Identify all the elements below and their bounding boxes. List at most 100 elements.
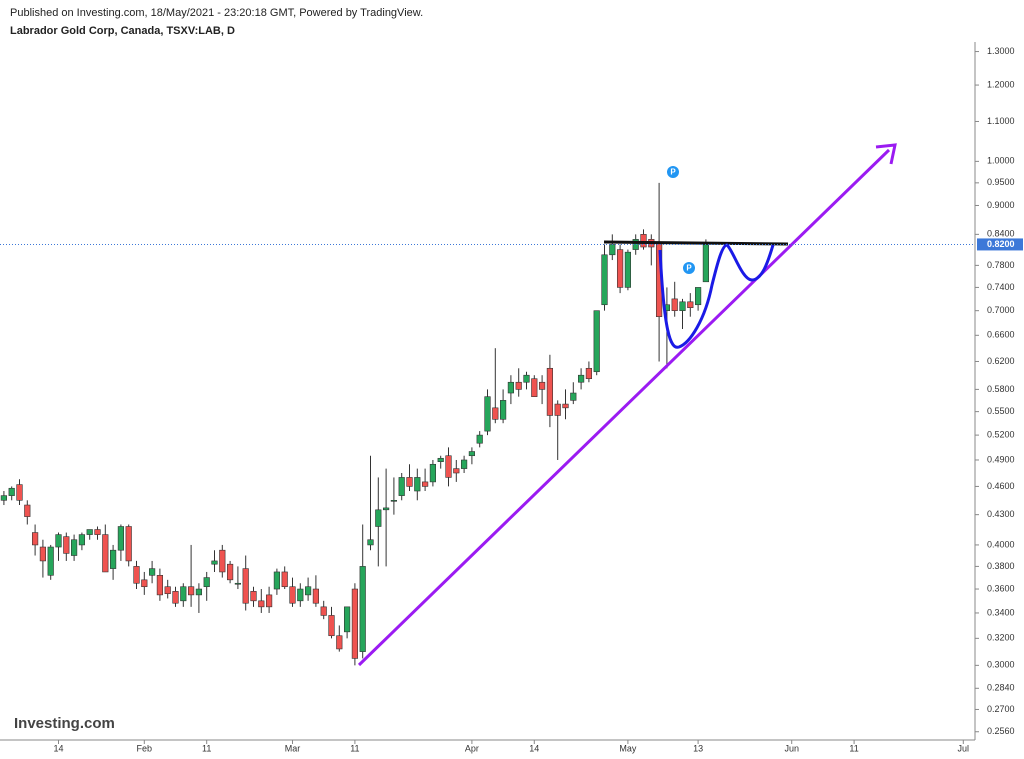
x-tick-label: 11 <box>849 743 858 753</box>
candle-body <box>47 546 54 576</box>
marker <box>683 262 695 274</box>
candle-body <box>577 374 585 383</box>
candle-body <box>484 396 491 432</box>
candle-body <box>601 254 608 306</box>
candle-body <box>359 566 366 652</box>
candle-body <box>538 381 546 390</box>
candle-body <box>227 563 234 581</box>
candle-body <box>593 310 600 373</box>
y-tick-label: 0.4900 <box>987 454 1015 464</box>
candle-body <box>336 635 343 650</box>
candle-body <box>499 400 507 420</box>
trend-line <box>357 148 891 667</box>
y-tick-label: 0.7400 <box>987 282 1015 292</box>
candle-body <box>8 487 15 496</box>
candle-body <box>258 600 265 608</box>
y-tick-label: 0.8400 <box>987 229 1015 239</box>
candle-body <box>31 532 39 546</box>
y-tick-label: 0.3600 <box>987 583 1015 593</box>
candle-body <box>492 407 499 420</box>
marker <box>667 166 679 178</box>
candle-body <box>312 588 320 604</box>
y-tick-label: 0.9000 <box>987 200 1015 210</box>
candle-body <box>39 546 46 562</box>
candle-body <box>297 588 304 602</box>
y-tick-label: 0.6200 <box>987 356 1015 366</box>
candle-body <box>250 591 257 602</box>
y-tick-label: 1.2000 <box>987 79 1015 89</box>
y-tick-label: 0.2560 <box>987 726 1015 736</box>
candle-body <box>195 588 203 596</box>
candle-body <box>328 615 335 637</box>
candle-body <box>203 577 210 588</box>
candle-body <box>429 463 437 483</box>
published-note: Published on Investing.com, 18/May/2021 … <box>10 7 423 19</box>
candle-body <box>414 477 421 492</box>
y-tick-label: 0.3000 <box>987 660 1015 670</box>
y-tick-label: 0.4300 <box>987 509 1015 519</box>
candle-body <box>133 566 140 584</box>
candle-body <box>219 549 226 573</box>
candle-body <box>546 367 553 416</box>
y-tick-label: 0.4600 <box>987 481 1015 491</box>
candle-body <box>63 536 70 554</box>
candle-body <box>78 534 85 546</box>
candle-body <box>445 455 452 478</box>
candle-body <box>351 588 359 659</box>
candle-body <box>671 298 678 311</box>
candle-body <box>640 234 647 248</box>
x-tick-label: Feb <box>137 743 153 753</box>
candle-body <box>289 586 296 604</box>
candle-body <box>398 477 405 496</box>
candle-body <box>616 249 624 288</box>
y-tick-label: 0.2700 <box>987 704 1015 714</box>
candle-body <box>570 392 577 401</box>
candle-body <box>125 526 132 562</box>
candle-body <box>507 381 515 394</box>
x-tick-label: 11 <box>350 743 359 753</box>
cup-handle <box>658 243 775 349</box>
candle-body <box>367 539 374 546</box>
x-tick-label: Mar <box>285 743 301 753</box>
candle-body <box>687 301 694 308</box>
candle-body <box>382 507 390 511</box>
candle-body <box>141 579 148 588</box>
candle-body <box>421 481 429 487</box>
y-tick-label: 0.3200 <box>987 633 1015 643</box>
trend-arrow <box>875 143 897 165</box>
y-tick-label: 0.7800 <box>987 260 1015 270</box>
candle-body <box>694 287 702 306</box>
resistance-line <box>603 240 789 246</box>
candle-body <box>375 509 382 527</box>
candle-body <box>406 477 413 487</box>
y-tick-label: 0.9500 <box>987 177 1015 187</box>
last-price-box <box>977 238 1023 251</box>
y-tick-label: 0.4000 <box>987 539 1015 549</box>
x-tick-label: Apr <box>465 743 479 753</box>
candle-body <box>234 582 242 585</box>
candle-body <box>468 451 476 457</box>
marker-label: P <box>670 168 676 177</box>
y-tick-label: 0.5200 <box>987 429 1015 439</box>
candle-body <box>281 571 288 588</box>
x-tick-label: Jun <box>784 743 799 753</box>
candle-body <box>180 586 187 602</box>
candle-body <box>554 403 561 416</box>
candle-body <box>211 560 218 565</box>
candle-body <box>110 549 117 569</box>
last-price-label: 0.8200 <box>987 239 1015 249</box>
candle-body <box>609 244 616 256</box>
marker-label: P <box>686 264 692 273</box>
candle-body <box>149 568 156 576</box>
y-tick-label: 0.3400 <box>987 607 1015 617</box>
symbol-title: Labrador Gold Corp, Canada, TSXV:LAB, D <box>10 25 235 37</box>
x-tick-label: 13 <box>693 743 703 753</box>
candle-body <box>273 571 281 590</box>
candle-body <box>94 529 101 535</box>
candle-body <box>632 239 639 250</box>
candle-body <box>55 534 62 548</box>
candle-body <box>102 534 109 573</box>
y-tick-label: 0.5500 <box>987 406 1015 416</box>
